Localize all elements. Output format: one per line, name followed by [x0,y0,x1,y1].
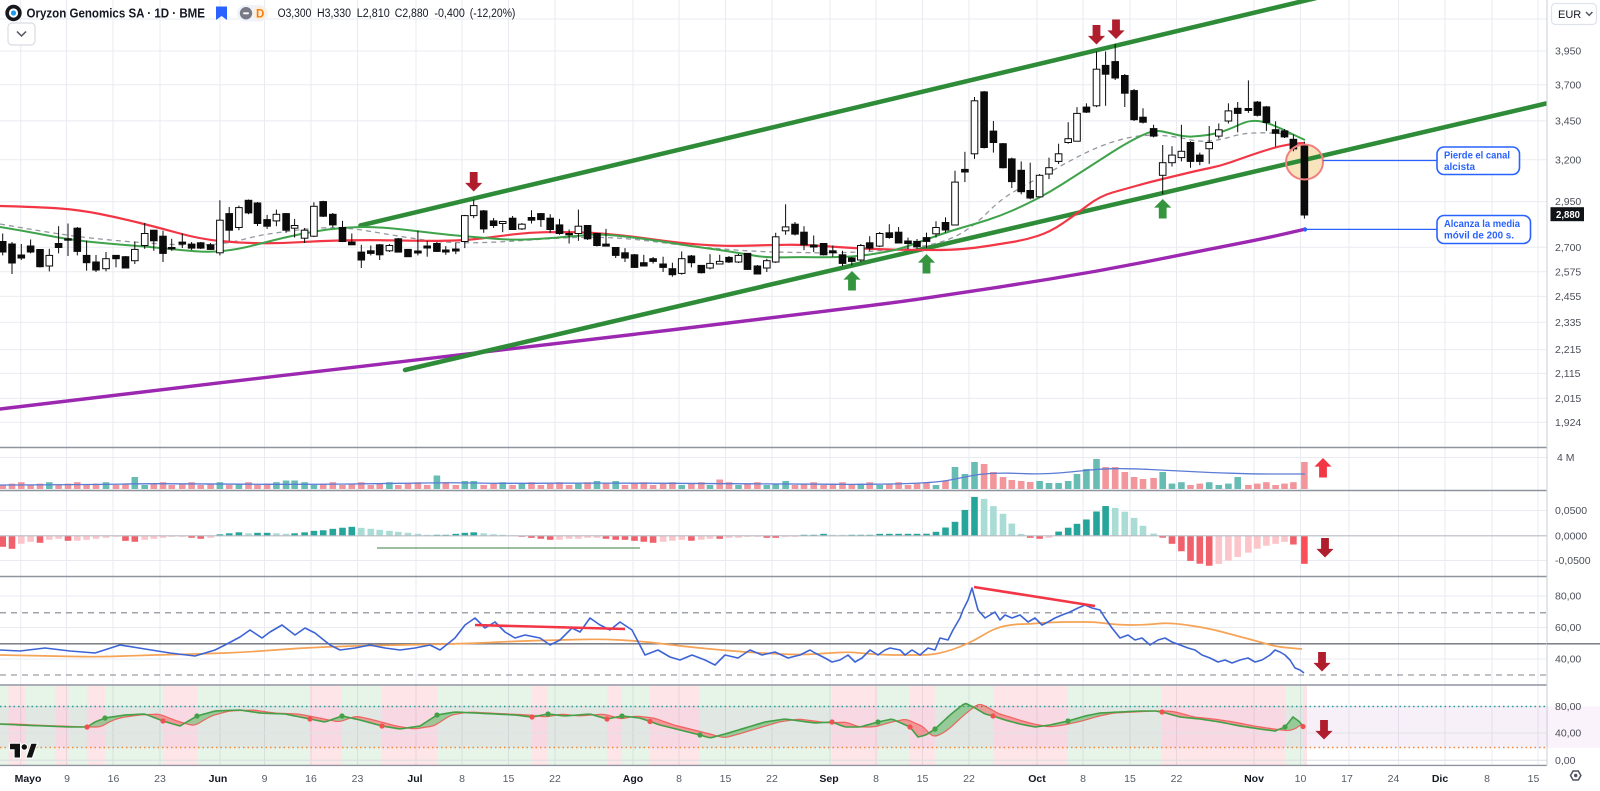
svg-text:9: 9 [262,773,268,785]
svg-text:Oryzon Genomics SA · 1D · BME: Oryzon Genomics SA · 1D · BME [27,6,206,21]
svg-text:3,450: 3,450 [1555,116,1581,128]
svg-text:23: 23 [154,773,166,785]
svg-text:C2,880: C2,880 [395,8,429,20]
svg-text:8: 8 [1080,773,1086,785]
svg-text:móvil de 200 s.: móvil de 200 s. [1444,231,1514,242]
svg-text:9: 9 [64,773,70,785]
svg-text:Mayo: Mayo [15,773,42,785]
svg-text:16: 16 [305,773,317,785]
svg-text:80,00: 80,00 [1555,701,1581,713]
svg-text:0,00: 0,00 [1555,755,1576,767]
svg-text:Sep: Sep [819,773,838,785]
svg-text:1,924: 1,924 [1555,417,1581,429]
svg-text:O3,300: O3,300 [278,8,312,20]
svg-text:15: 15 [917,773,929,785]
svg-text:40,00: 40,00 [1555,654,1581,666]
svg-text:2,215: 2,215 [1555,344,1581,356]
svg-text:15: 15 [720,773,732,785]
svg-text:Oct: Oct [1028,773,1046,785]
svg-text:Pierde el canal: Pierde el canal [1444,151,1510,162]
svg-text:15: 15 [1528,773,1540,785]
svg-text:22: 22 [549,773,561,785]
svg-text:17: 17 [1341,773,1353,785]
svg-text:2,575: 2,575 [1555,266,1581,278]
svg-text:3,700: 3,700 [1555,79,1581,91]
svg-text:Nov: Nov [1244,773,1264,785]
svg-text:-0,400: -0,400 [434,8,464,20]
svg-text:Jul: Jul [407,773,422,785]
svg-text:22: 22 [1171,773,1183,785]
svg-text:3,200: 3,200 [1555,154,1581,166]
svg-text:0,0500: 0,0500 [1555,505,1587,517]
svg-text:2,115: 2,115 [1555,368,1581,380]
svg-text:H3,330: H3,330 [317,8,351,20]
svg-text:Dic: Dic [1432,773,1449,785]
svg-text:8: 8 [873,773,879,785]
svg-text:2,950: 2,950 [1555,196,1581,208]
svg-text:16: 16 [108,773,120,785]
svg-text:Jun: Jun [209,773,228,785]
svg-text:Ago: Ago [623,773,643,785]
svg-text:2,880: 2,880 [1556,209,1580,221]
svg-text:2,015: 2,015 [1555,393,1581,405]
svg-text:8: 8 [1484,773,1490,785]
svg-text:4 M: 4 M [1557,452,1575,464]
svg-text:10: 10 [1295,773,1307,785]
svg-text:24: 24 [1388,773,1400,785]
svg-text:alcista: alcista [1444,162,1475,173]
svg-text:EUR: EUR [1558,9,1581,21]
svg-text:40,00: 40,00 [1555,728,1581,740]
svg-text:2,700: 2,700 [1555,242,1581,254]
svg-text:-0,0500: -0,0500 [1555,555,1591,567]
svg-text:8: 8 [676,773,682,785]
svg-text:0,0000: 0,0000 [1555,530,1587,542]
svg-text:22: 22 [963,773,975,785]
svg-text:22: 22 [766,773,778,785]
svg-text:(-12,20%): (-12,20%) [470,8,516,20]
svg-text:23: 23 [352,773,364,785]
svg-text:15: 15 [1124,773,1136,785]
svg-text:80,00: 80,00 [1555,591,1581,603]
svg-text:D: D [256,9,264,21]
svg-text:60,00: 60,00 [1555,622,1581,634]
svg-text:2,455: 2,455 [1555,291,1581,303]
svg-text:Alcanza la media: Alcanza la media [1444,219,1520,230]
svg-text:15: 15 [503,773,515,785]
svg-text:2,335: 2,335 [1555,317,1581,329]
svg-text:3,950: 3,950 [1555,46,1581,58]
svg-text:8: 8 [459,773,465,785]
svg-text:L2,810: L2,810 [357,8,390,20]
